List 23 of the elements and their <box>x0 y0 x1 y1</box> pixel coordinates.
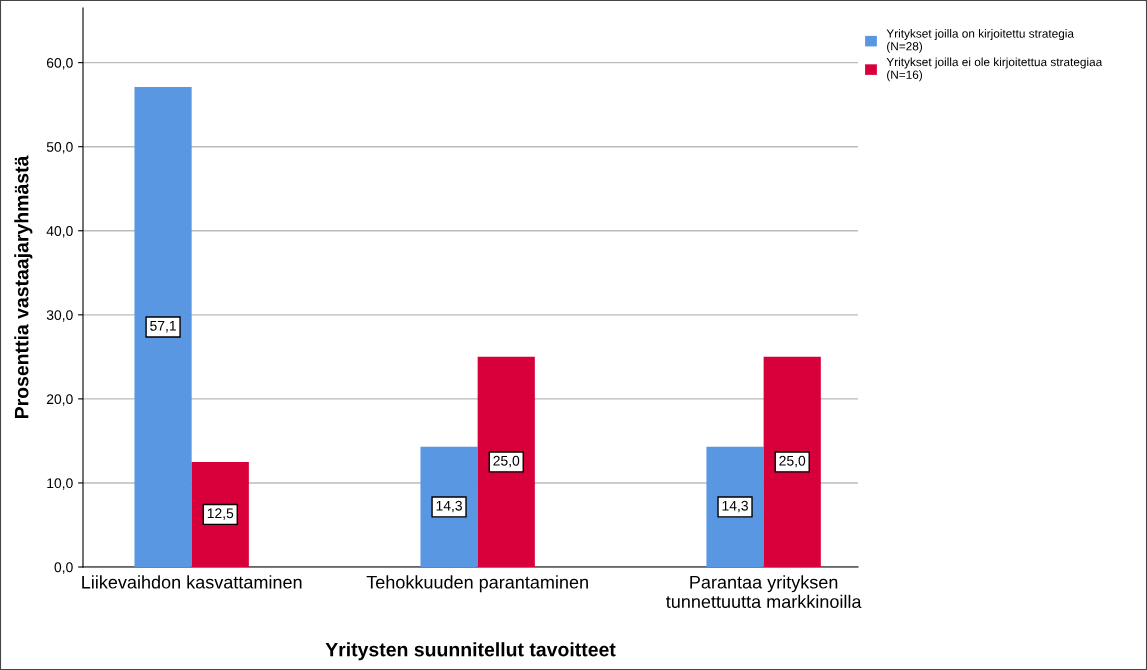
x-tick-label: Tehokkuuden parantaminen <box>366 575 588 593</box>
y-tick-label: 10,0 <box>47 478 73 490</box>
legend-label: Yritykset joilla ei ole kirjoitettua strategiaa (N=16) <box>886 57 1103 82</box>
data-label: 57,1 <box>150 321 176 333</box>
y-tick-label: 0,0 <box>54 562 73 574</box>
y-tick-label: 30,0 <box>46 310 73 322</box>
x-tick-label: Parantaa yrityksen tunnettuutta markkinoilla <box>666 575 862 609</box>
bar <box>477 356 535 567</box>
data-label: 14,3 <box>722 500 748 513</box>
x-axis-title: Yritysten suunnitellut tavoitteet <box>325 642 616 661</box>
y-axis-title: Prosenttia vastaajaryhmästä <box>14 155 33 419</box>
data-label: 25,0 <box>493 455 520 468</box>
y-tick-label: 50,0 <box>46 142 73 154</box>
data-label: 25,0 <box>779 455 806 468</box>
y-tick-label: 40,0 <box>46 226 73 238</box>
y-tick-label: 20,0 <box>46 394 73 406</box>
legend-label: Yritykset joilla on kirjoitettu strategia (N=28) <box>886 29 1074 53</box>
y-tick-label: 60,0 <box>46 57 73 70</box>
bar <box>763 356 821 567</box>
bar <box>134 87 192 567</box>
x-tick-label: Liikevaihdon kasvattaminen <box>82 575 302 589</box>
data-label: 12,5 <box>207 508 234 520</box>
data-label: 14,3 <box>436 500 462 513</box>
